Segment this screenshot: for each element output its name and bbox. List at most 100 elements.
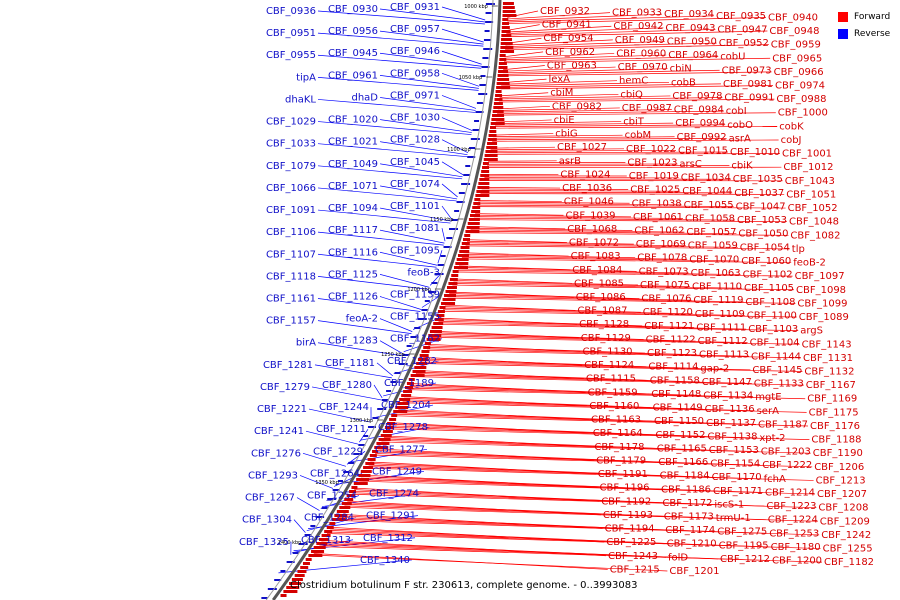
reverse-gene-label: CBF_1030 [390,113,440,124]
forward-gene-feature [500,50,515,53]
forward-gene-label: CBF_0942 [613,21,663,32]
forward-gene-label: CBF_0949 [615,35,665,46]
reverse-gene-feature [353,453,363,455]
forward-gene-label: CBF_1149 [653,403,703,414]
forward-gene-feature [483,158,498,161]
forward-leader-line [374,454,813,468]
forward-leader-line [497,107,620,111]
legend-forward: Forward [838,8,898,25]
reverse-gene-label: CBF_1157 [266,316,316,327]
forward-gene-label: cbiG [555,129,577,140]
reverse-gene-label: CBF_0955 [266,50,316,61]
reverse-gene-label: CBF_1277 [375,444,425,455]
reverse-gene-label: CBF_1079 [266,161,316,172]
forward-gene-label: CBF_1102 [743,270,793,281]
reverse-gene-feature [451,219,459,221]
forward-leader-line [507,12,611,20]
reverse-gene-feature [476,102,483,104]
reverse-leader-line [379,52,482,67]
forward-leader-line [426,350,802,359]
forward-gene-feature [444,294,457,297]
reverse-gene-feature [274,579,282,581]
forward-gene-feature [492,114,505,117]
forward-leader-line [506,29,716,36]
forward-gene-label: CBF_1129 [581,333,631,344]
forward-gene-feature [289,582,302,585]
reverse-gene-label: CBF_1211 [316,424,366,435]
reverse-leader-line [299,475,334,489]
reverse-gene-feature [458,192,465,194]
forward-gene-label: CBF_0932 [540,6,590,17]
forward-gene-feature [456,258,469,261]
forward-gene-feature [429,330,442,333]
forward-leader-line [414,376,804,386]
forward-gene-label: CBF_0992 [677,132,727,143]
forward-leader-line [457,268,689,274]
forward-gene-feature [353,482,368,485]
forward-gene-label: CBF_1120 [643,307,693,318]
forward-gene-feature [448,282,458,285]
forward-gene-feature [378,438,391,441]
forward-gene-feature [489,130,497,133]
forward-gene-feature [461,242,470,245]
forward-gene-label: CBF_1190 [813,448,863,459]
forward-gene-feature [408,378,415,381]
forward-leader-line [504,51,544,58]
forward-gene-label: fchA [764,474,786,485]
forward-leader-line [461,257,740,262]
forward-gene-label: CBF_1083 [571,251,621,262]
reverse-leader-line [317,99,476,113]
forward-gene-feature [500,42,513,45]
forward-leader-line [443,307,693,315]
forward-gene-feature [421,350,430,353]
forward-gene-label: CBF_1068 [567,224,617,235]
forward-leader-line [493,134,623,137]
forward-gene-feature [482,162,489,165]
forward-gene-feature [468,218,480,221]
forward-gene-feature [502,18,509,21]
reverse-leader-line [441,6,486,21]
reverse-gene-feature [485,12,492,14]
reverse-gene-label: tipA [296,72,316,83]
reverse-gene-feature [363,435,369,437]
forward-gene-feature [479,178,490,181]
reverse-gene-label: CBF_1155 [390,312,440,323]
forward-gene-feature [499,54,506,57]
forward-gene-label: CBF_1195 [719,540,769,551]
forward-leader-line [452,284,795,291]
forward-gene-feature [502,10,516,13]
forward-gene-feature [492,110,504,113]
reverse-leader-line [379,8,486,23]
reverse-gene-label: CBF_1291 [366,511,416,522]
forward-leader-line [495,119,552,123]
forward-leader-line [408,387,754,398]
forward-gene-label: cbiE [554,115,575,126]
forward-gene-label: xpt-2 [759,433,785,444]
forward-gene-label: CBF_1112 [698,336,748,347]
forward-gene-feature [501,30,511,33]
forward-gene-label: CBF_1027 [557,142,607,153]
reverse-gene-feature [414,327,421,329]
forward-gene-feature [496,86,511,89]
reverse-gene-feature [337,480,343,482]
reverse-gene-label: CBF_1281 [263,360,313,371]
forward-gene-label: cobB [671,77,696,88]
reverse-gene-label: CBF_1280 [322,380,372,391]
forward-gene-feature [498,62,507,65]
forward-gene-label: CBF_1105 [744,283,794,294]
forward-gene-feature [437,310,445,313]
forward-leader-line [375,453,761,466]
forward-gene-feature [410,374,425,377]
reverse-leader-line [317,121,472,135]
forward-gene-feature [493,106,504,109]
forward-leader-line [499,95,671,100]
forward-gene-label: CBF_0984 [674,105,724,116]
forward-gene-feature [344,498,354,501]
reverse-leader-line [311,386,382,401]
reverse-leader-line [441,161,464,176]
forward-gene-label: CBF_0970 [618,62,668,73]
forward-leader-line [433,332,644,340]
forward-gene-label: CBF_1158 [650,375,700,386]
forward-gene-feature [497,78,510,81]
forward-gene-feature [360,470,372,473]
